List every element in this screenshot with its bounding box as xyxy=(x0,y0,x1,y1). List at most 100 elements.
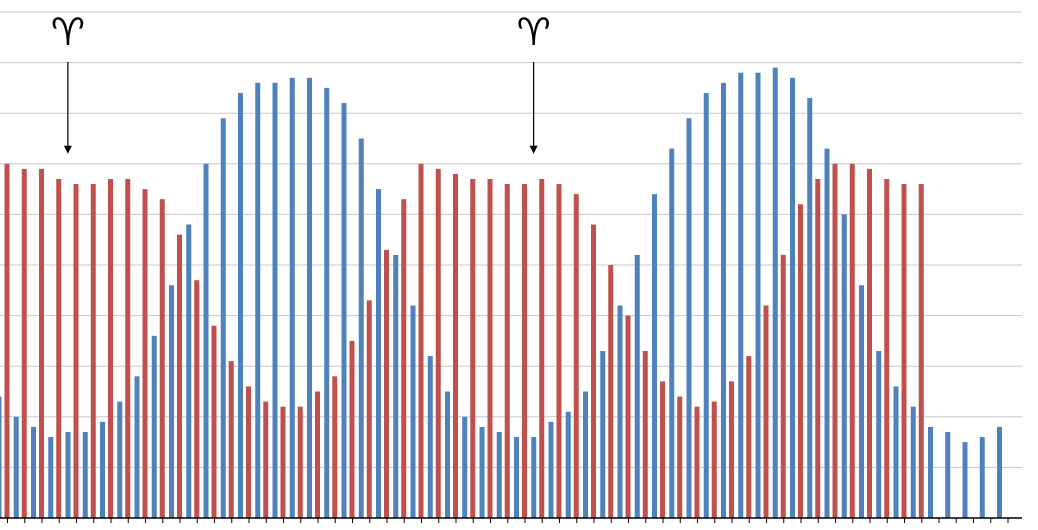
blue-bar xyxy=(82,431,88,518)
red-bar xyxy=(918,184,924,519)
blue-bar xyxy=(824,148,830,518)
blue-bar xyxy=(755,72,761,518)
blue-bar xyxy=(979,437,985,518)
red-bar xyxy=(159,199,165,518)
red-bar xyxy=(660,381,665,518)
red-bar xyxy=(384,249,389,518)
blue-bar xyxy=(583,391,588,518)
red-bar xyxy=(332,376,338,518)
bars xyxy=(0,67,1002,519)
blue-bar xyxy=(48,437,54,518)
blue-bar xyxy=(255,82,261,518)
aries-symbol: ♈ xyxy=(517,10,551,54)
red-bar xyxy=(677,396,683,518)
red-bar xyxy=(608,265,614,518)
red-bar xyxy=(366,300,372,518)
blue-bar xyxy=(100,421,105,518)
red-bar xyxy=(642,351,648,518)
red-bar xyxy=(763,305,769,518)
red-bar xyxy=(780,254,786,518)
aries-symbol: ♈ xyxy=(51,10,85,54)
blue-bar xyxy=(721,82,726,518)
blue-bar xyxy=(531,437,537,518)
red-bar xyxy=(556,184,562,519)
red-bar xyxy=(39,168,44,519)
red-bar xyxy=(849,163,855,519)
red-bar xyxy=(487,178,493,519)
red-bar xyxy=(504,184,510,519)
red-bar xyxy=(711,401,717,518)
blue-bar xyxy=(910,406,916,518)
blue-bar xyxy=(0,396,2,518)
blue-bar xyxy=(962,442,968,518)
blue-bar xyxy=(134,376,140,518)
blue-bar xyxy=(841,214,847,518)
red-bar xyxy=(108,178,113,519)
blue-bar xyxy=(876,351,882,518)
annotations: ♈ ♈ xyxy=(51,10,551,154)
red-bar xyxy=(21,168,27,519)
red-bar xyxy=(228,361,234,518)
blue-bar xyxy=(462,416,468,518)
blue-bar xyxy=(565,411,571,518)
red-bar xyxy=(246,386,251,518)
blue-bar xyxy=(238,92,243,519)
red-bar xyxy=(435,168,441,519)
blue-bar xyxy=(600,351,606,518)
red-bar xyxy=(349,340,355,518)
blue-bar xyxy=(151,335,157,518)
blue-bar xyxy=(686,118,692,518)
red-bar xyxy=(90,184,96,519)
blue-bar xyxy=(65,431,71,518)
blue-bar xyxy=(514,437,519,518)
red-bar xyxy=(177,234,182,518)
blue-bar xyxy=(634,254,640,518)
blue-bar xyxy=(738,72,744,518)
x-axis xyxy=(0,517,1022,523)
red-bar xyxy=(263,401,269,518)
blue-bar xyxy=(479,426,485,518)
red-bar xyxy=(522,184,527,519)
arrow-head xyxy=(529,145,538,154)
red-bar xyxy=(746,356,752,518)
red-bar xyxy=(901,184,907,519)
blue-bar xyxy=(496,431,502,518)
red-bar xyxy=(867,168,872,519)
blue-bar xyxy=(790,77,795,518)
blue-bar xyxy=(376,189,381,518)
blue-bar xyxy=(427,356,433,518)
red-bar xyxy=(280,406,286,518)
blue-bar xyxy=(997,426,1002,518)
blue-bar xyxy=(652,194,657,518)
red-bar xyxy=(418,163,424,519)
blue-bar xyxy=(220,118,226,518)
blue-bar xyxy=(358,138,364,518)
red-bar xyxy=(125,178,131,519)
red-bar xyxy=(884,178,890,519)
red-bar xyxy=(297,406,303,518)
arrow-head xyxy=(63,145,72,154)
blue-bar xyxy=(772,67,778,518)
blue-bar xyxy=(859,285,864,518)
blue-bar xyxy=(669,148,675,518)
blue-bar xyxy=(186,224,192,518)
blue-bar xyxy=(807,98,813,519)
red-bar xyxy=(694,406,700,518)
blue-bar xyxy=(203,163,209,519)
red-bar xyxy=(194,280,200,518)
blue-bar xyxy=(445,391,450,518)
blue-bar xyxy=(272,82,278,518)
blue-bar xyxy=(703,92,709,519)
red-bar xyxy=(4,163,10,519)
blue-bar xyxy=(945,431,951,518)
red-bar xyxy=(573,194,579,518)
red-bar xyxy=(142,189,148,518)
blue-bar xyxy=(893,386,899,518)
blue-bar xyxy=(169,285,174,518)
red-bar xyxy=(798,204,803,518)
red-bar xyxy=(453,173,458,519)
blue-bar xyxy=(31,426,36,518)
blue-bar xyxy=(117,401,123,518)
red-bar xyxy=(470,178,476,519)
